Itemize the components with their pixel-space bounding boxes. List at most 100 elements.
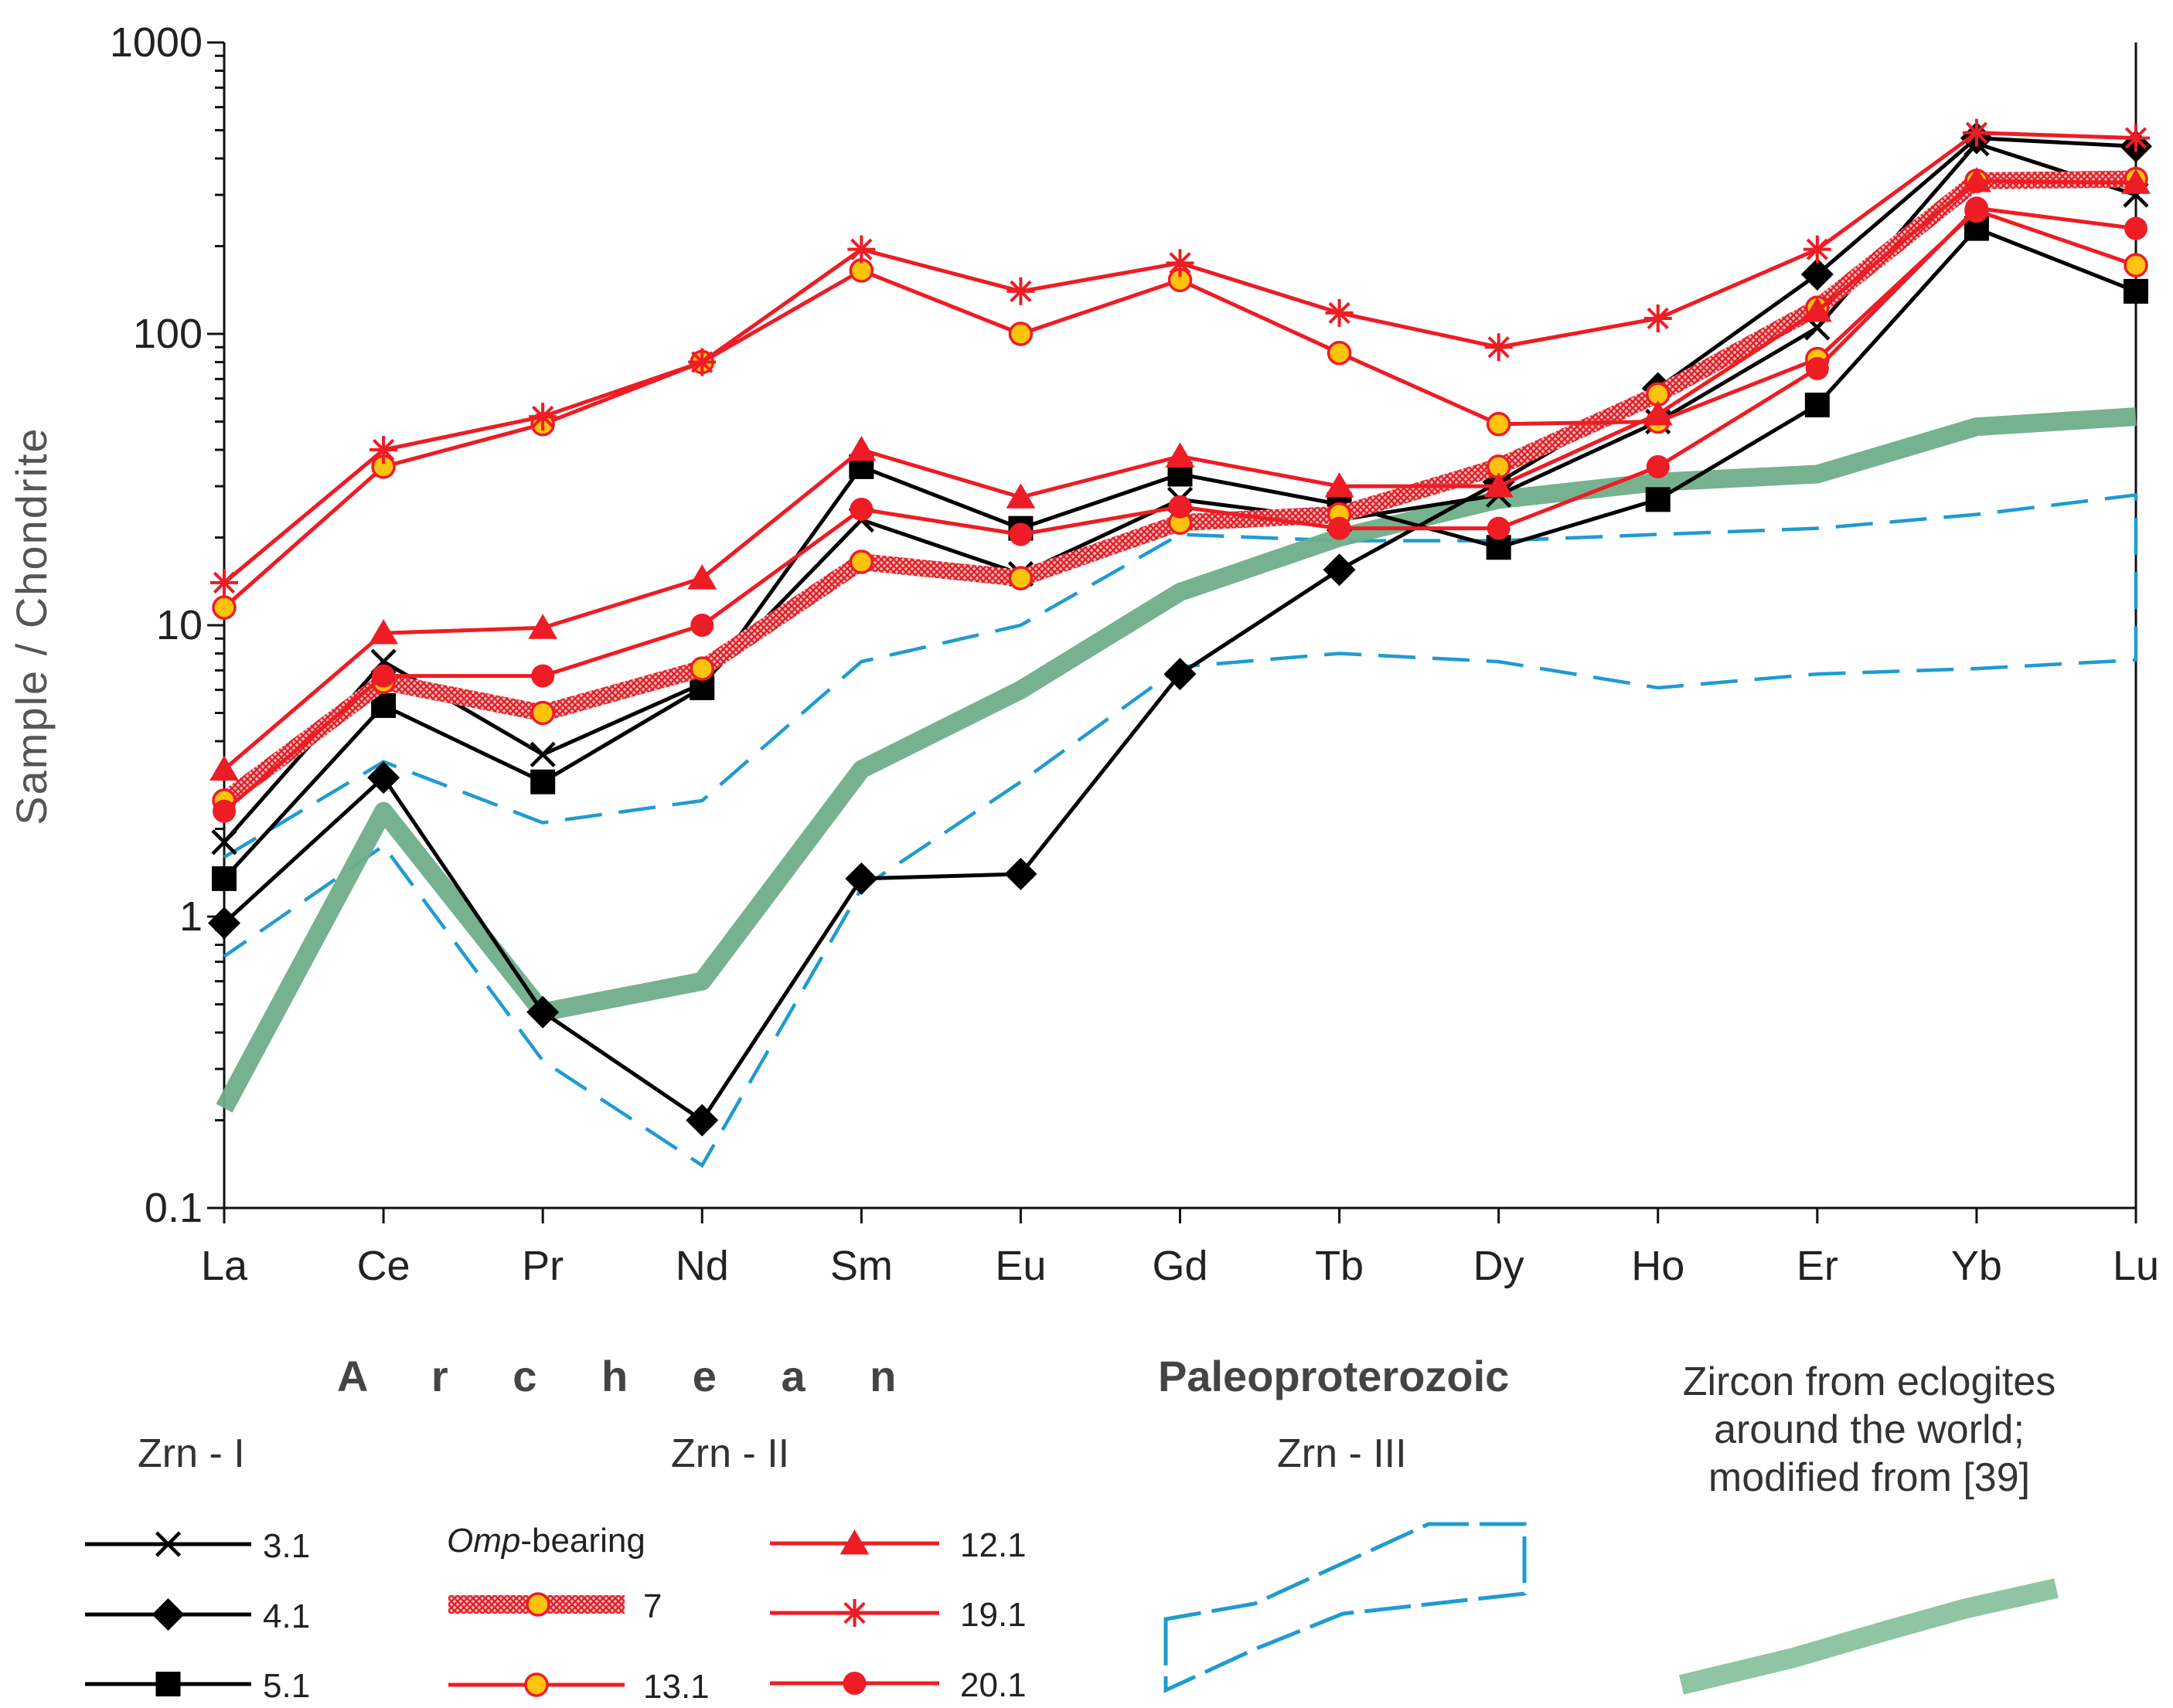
series-line (223, 226, 2137, 880)
data-point (529, 403, 557, 431)
legend-reference-line1: Zircon from eclogites (1683, 1359, 2056, 1404)
data-point (1645, 487, 1671, 512)
legend-item-3-1: 3.1 (85, 1527, 310, 1565)
data-point (1646, 454, 1670, 478)
legend-label: 20.1 (960, 1666, 1027, 1704)
legend-swatch-marker (524, 1672, 549, 1697)
data-point (208, 907, 240, 940)
data-point (1486, 412, 1511, 437)
data-point (690, 614, 714, 637)
legend-zrn-i-title: Zrn - I (138, 1431, 245, 1476)
data-point (530, 769, 556, 794)
zrn-iii-envelope (223, 492, 2138, 1169)
legend-omp-rest: -bearing (520, 1522, 645, 1560)
x-tick-label: Lu (2113, 1243, 2159, 1289)
y-tick-label: 1 (179, 893, 203, 940)
data-point (1325, 298, 1354, 327)
series-12-1 (209, 167, 2151, 781)
legend-item-7: 7 (448, 1587, 662, 1625)
legend-items: 3.1 4.1 5.1 7 13.1 12.1 19.1 20.1 (85, 1526, 1027, 1706)
data-point (1962, 167, 1991, 192)
legend-label: 12.1 (960, 1526, 1027, 1564)
data-point (2124, 278, 2148, 304)
data-point (526, 995, 560, 1029)
envelope-outline (223, 492, 2138, 1169)
legend-omp-italic: Omp (447, 1522, 520, 1560)
legend-label: 3.1 (263, 1527, 310, 1565)
data-point (1323, 553, 1356, 587)
series-19-1 (210, 118, 2150, 597)
legend-reference-swatch (1678, 1578, 2059, 1695)
data-point (1327, 340, 1352, 366)
x-tick-label: Tb (1315, 1243, 1364, 1289)
data-point (1166, 249, 1194, 277)
x-tick-label: Ho (1631, 1243, 1684, 1289)
data-point (1800, 258, 1834, 291)
data-point (1327, 516, 1351, 540)
legend-paleoproterozoic-title: Paleoproterozoic (1158, 1352, 1509, 1400)
data-point (1006, 483, 1036, 509)
data-point (1009, 522, 1033, 546)
data-point (687, 564, 717, 590)
y-tick-label: 100 (133, 311, 203, 357)
series-20-1 (213, 196, 2147, 823)
data-point (1008, 322, 1034, 346)
legend-item-13-1: 13.1 (448, 1668, 710, 1706)
data-point (1643, 304, 1672, 332)
data-point (2121, 168, 2151, 194)
x-tick-label: Sm (830, 1243, 893, 1289)
data-point (367, 761, 400, 794)
data-point (1804, 393, 1830, 418)
legend-item-4-1: 4.1 (85, 1597, 310, 1635)
data-point (1008, 566, 1034, 590)
legend-swatch-marker (155, 1672, 181, 1696)
legend: A r c h e a n Paleoproterozoic Zrn - I Z… (85, 1352, 2059, 1706)
legend-swatch-marker (840, 1599, 869, 1627)
legend-archean-title: A r c h e a n (337, 1352, 922, 1400)
x-tick-label: La (201, 1243, 248, 1289)
x-tick-label: Nd (676, 1243, 729, 1289)
legend-swatch-marker (155, 1531, 182, 1557)
x-tick-label: Er (1797, 1243, 1838, 1289)
data-point (209, 755, 239, 781)
data-point (1006, 277, 1035, 305)
data-point (369, 619, 398, 645)
legend-label: 13.1 (643, 1668, 710, 1706)
data-point (1004, 857, 1037, 890)
data-point (370, 436, 398, 464)
y-tick-label: 1000 (110, 19, 203, 66)
legend-reference-line3: modified from [39] (1708, 1455, 2030, 1500)
data-point (690, 656, 714, 681)
legend-item-20-1: 20.1 (770, 1666, 1027, 1704)
x-axis: La Ce Pr Nd Sm Eu Gd Tb Dy Ho Er Yb Lu (201, 1208, 2159, 1289)
legend-item-12-1: 12.1 (770, 1526, 1027, 1564)
data-point (212, 866, 237, 891)
data-point (846, 436, 877, 461)
data-point (528, 614, 558, 639)
x-tick-label: Yb (1951, 1243, 2002, 1289)
legend-item-5-1: 5.1 (85, 1667, 310, 1705)
data-point (847, 235, 876, 264)
data-point (1805, 356, 1829, 380)
data-point (2122, 124, 2150, 152)
y-axis-title: Sample / Chondrite (7, 427, 56, 825)
data-point (213, 799, 236, 823)
data-point (210, 568, 238, 597)
legend-swatch-marker (843, 1672, 867, 1695)
x-tick-label: Gd (1152, 1243, 1207, 1289)
x-tick-label: Eu (995, 1243, 1046, 1289)
legend-label: 5.1 (263, 1667, 310, 1705)
data-point (530, 700, 555, 726)
data-point (2124, 216, 2147, 240)
data-point (688, 348, 717, 376)
legend-zrn-iii-title: Zrn - III (1277, 1431, 1407, 1476)
plot-frame (223, 43, 2137, 1210)
y-tick-label: 10 (156, 602, 203, 648)
data-point (1802, 297, 1832, 322)
legend-omp-bearing-label: Omp-bearing (447, 1522, 645, 1560)
y-axis: 0.1 1 10 100 1000 (110, 19, 224, 1231)
data-point (1165, 442, 1195, 468)
series-layer (208, 118, 2152, 1137)
legend-label: 4.1 (263, 1597, 310, 1635)
